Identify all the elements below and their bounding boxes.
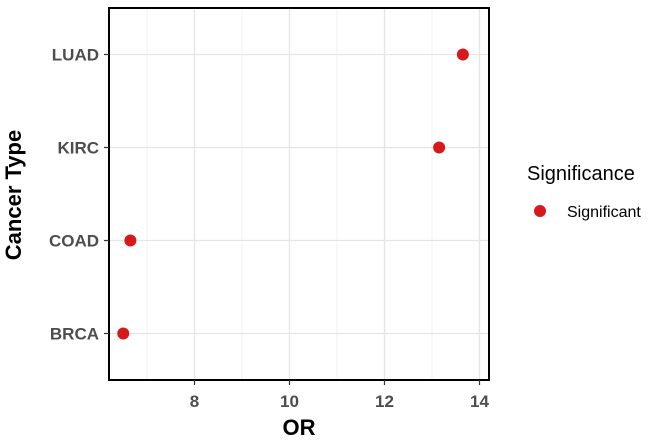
y-ticks: BRCA COAD KIRC LUAD xyxy=(49,46,109,344)
y-tick-label: BRCA xyxy=(50,325,99,344)
y-tick-label: COAD xyxy=(49,232,99,251)
gridlines xyxy=(109,8,489,380)
data-points xyxy=(117,48,469,340)
plot-panel-border xyxy=(108,7,490,381)
legend-label-significant: Significant xyxy=(567,204,641,221)
legend-key-significant xyxy=(534,205,546,217)
data-point-coad xyxy=(124,234,137,247)
y-tick-label: KIRC xyxy=(57,139,99,158)
data-point-brca xyxy=(117,327,130,340)
x-tick-label: 8 xyxy=(190,392,199,411)
x-ticks: 8 10 12 14 xyxy=(190,380,489,411)
x-axis-title: OR xyxy=(283,415,316,440)
x-tick-label: 10 xyxy=(280,392,299,411)
y-axis-title: Cancer Type xyxy=(1,130,26,260)
legend-title: Significance xyxy=(527,163,635,185)
x-tick-label: 14 xyxy=(470,392,489,411)
data-point-kirc xyxy=(433,141,446,154)
y-tick-label: LUAD xyxy=(52,46,99,65)
plot-background xyxy=(109,8,489,380)
legend: Significance Significant xyxy=(527,163,641,221)
x-tick-label: 12 xyxy=(375,392,394,411)
data-point-luad xyxy=(456,48,469,61)
